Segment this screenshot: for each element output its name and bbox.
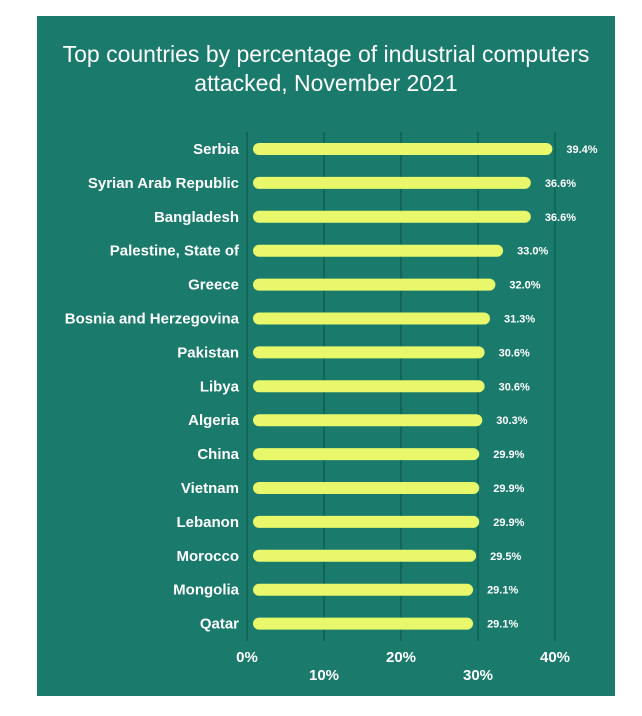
bar [253, 549, 477, 562]
bar [253, 312, 491, 325]
chart-title-line-2: attacked, November 2021 [194, 70, 458, 96]
category-label: Algeria [188, 412, 240, 429]
bar [253, 414, 483, 427]
category-label: Greece [188, 277, 239, 294]
data-label: 29.5% [490, 551, 521, 563]
bar [253, 482, 480, 494]
chart-panel: Top countries by percentage of industria… [37, 16, 615, 696]
data-label: 31.3% [504, 314, 535, 326]
data-label: 32.0% [509, 280, 540, 292]
bar [253, 380, 485, 393]
x-tick-label: 0% [236, 649, 258, 666]
category-label: Palestine, State of [110, 243, 240, 260]
category-label: Morocco [176, 548, 239, 565]
x-tick-label: 40% [540, 649, 570, 666]
category-label: Bangladesh [154, 209, 239, 226]
bar [253, 617, 474, 630]
data-label: 39.4% [566, 144, 597, 156]
category-label: Serbia [193, 141, 240, 158]
data-label: 29.1% [487, 619, 518, 631]
x-tick-label: 20% [386, 649, 416, 666]
category-label: Syrian Arab Republic [88, 175, 239, 192]
data-label: 36.6% [545, 178, 576, 190]
bar [253, 210, 531, 223]
chart-title: Top countries by percentage of industria… [37, 40, 615, 98]
category-label: Lebanon [177, 514, 240, 531]
bar [253, 583, 474, 596]
data-label: 30.6% [499, 347, 530, 359]
data-label: 33.0% [517, 246, 548, 258]
bar [253, 448, 480, 461]
bar [253, 143, 553, 155]
data-label: 29.9% [493, 517, 524, 529]
category-label: Mongolia [173, 582, 239, 599]
bar [253, 244, 504, 257]
category-label: Bosnia and Herzegovina [65, 311, 240, 328]
bar-chart: Serbia 39.4% Syrian Arab Republic 36.6% Bang… [65, 132, 598, 684]
data-label: 29.9% [493, 483, 524, 495]
x-tick-label: 30% [463, 667, 493, 684]
chart-title-line-1: Top countries by percentage of industria… [62, 41, 590, 67]
data-label: 29.1% [487, 585, 518, 597]
bar [253, 176, 531, 189]
bar [253, 346, 485, 359]
category-label: Vietnam [181, 480, 239, 497]
x-tick-label: 10% [309, 667, 339, 684]
bar [253, 515, 480, 528]
data-label: 30.3% [496, 415, 527, 427]
data-label: 29.9% [493, 449, 524, 461]
data-label: 30.6% [499, 381, 530, 393]
category-label: China [197, 446, 239, 463]
category-label: Libya [200, 378, 240, 395]
category-label: Pakistan [177, 344, 239, 361]
category-label: Qatar [200, 616, 239, 633]
data-label: 36.6% [545, 212, 576, 224]
bar [253, 278, 496, 291]
